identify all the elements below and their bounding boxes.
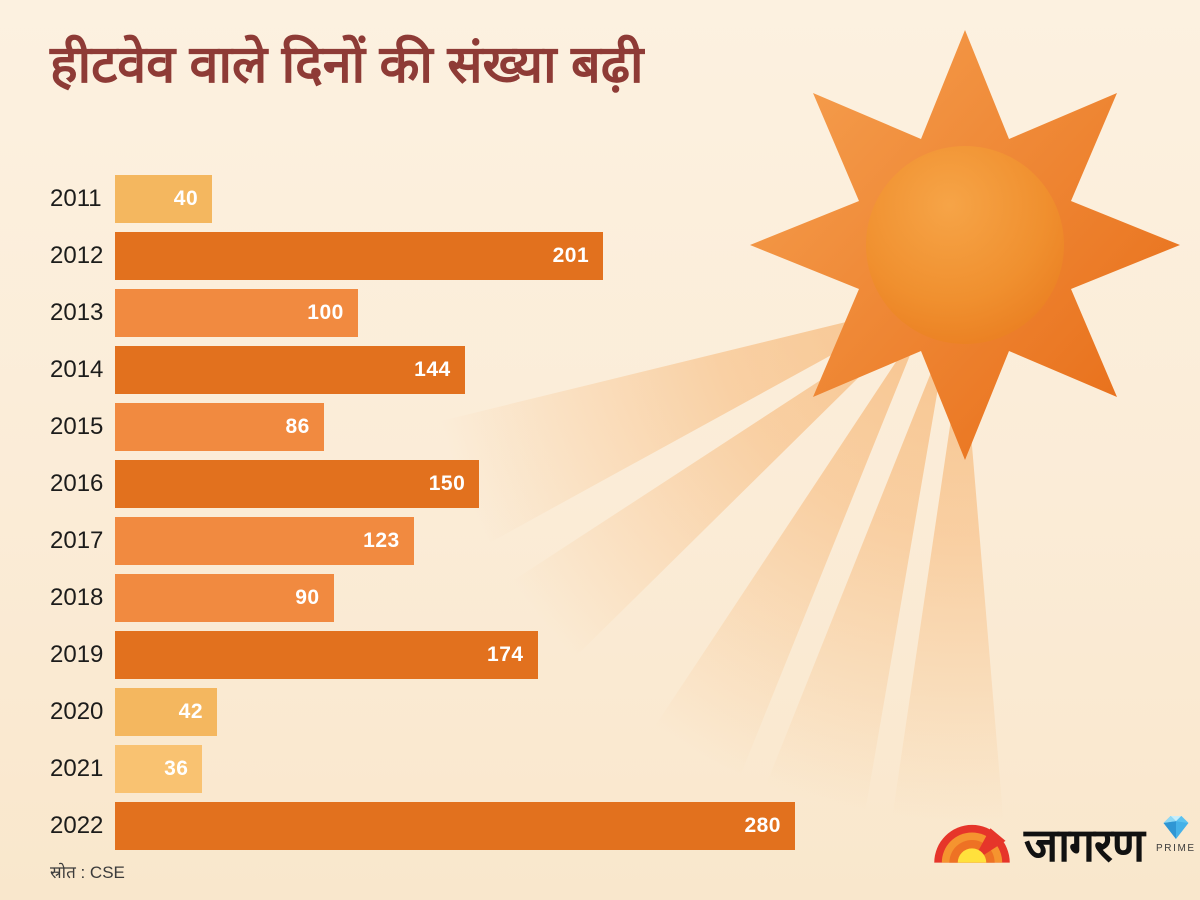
bar-value-label: 86: [285, 415, 310, 438]
sun-core-icon: [866, 146, 1064, 344]
year-label: 2019: [50, 641, 104, 668]
prime-badge: PRIME: [1156, 814, 1196, 854]
chart-row: 2019 174: [50, 631, 795, 679]
bar-value-label: 36: [164, 757, 189, 780]
page-title: हीटवेव वाले दिनों की संख्या बढ़ी: [50, 36, 644, 94]
bar-value-label: 144: [414, 358, 451, 381]
bar: 144: [115, 346, 465, 394]
year-label: 2015: [50, 413, 104, 440]
year-label: 2020: [50, 698, 104, 725]
bar-track: 174: [115, 631, 795, 679]
bar-chart: 2011 40 2012 201 2013 100 2014 144: [50, 175, 795, 850]
bar-value-label: 201: [552, 244, 590, 267]
bar-value-label: 40: [173, 187, 199, 210]
bar: 36: [115, 745, 203, 793]
bar-track: 144: [115, 346, 795, 394]
jagran-wordmark: जागरण: [1024, 818, 1145, 871]
year-label: 2016: [50, 470, 104, 497]
chart-row: 2011 40: [50, 175, 795, 223]
bar-value-label: 123: [363, 529, 400, 552]
bar-track: 90: [115, 574, 795, 622]
chart-row: 2018 90: [50, 574, 795, 622]
bar-track: 40: [115, 175, 795, 223]
chart-row: 2021 36: [50, 745, 795, 793]
chart-row: 2012 201: [50, 232, 795, 280]
prime-diamond-icon: [1163, 815, 1189, 840]
year-label: 2013: [50, 299, 104, 326]
bar-track: 123: [115, 517, 795, 565]
bar-track: 150: [115, 460, 795, 508]
prime-label: PRIME: [1156, 843, 1196, 854]
bar: 42: [115, 688, 217, 736]
bar: 201: [115, 232, 604, 280]
year-label: 2018: [50, 584, 104, 611]
sun-star-icon: [750, 30, 1180, 460]
bar: 100: [115, 289, 358, 337]
bar-track: 201: [115, 232, 795, 280]
bar: 174: [115, 631, 538, 679]
chart-row: 2015 86: [50, 403, 795, 451]
year-label: 2021: [50, 755, 104, 782]
chart-row: 2020 42: [50, 688, 795, 736]
chart-row: 2017 123: [50, 517, 795, 565]
bar-track: 36: [115, 745, 795, 793]
bar-track: 100: [115, 289, 795, 337]
bar-value-label: 100: [307, 301, 344, 324]
year-label: 2022: [50, 812, 104, 839]
year-label: 2017: [50, 527, 104, 554]
chart-row: 2016 150: [50, 460, 795, 508]
bar: 86: [115, 403, 324, 451]
bar: 280: [115, 802, 795, 850]
bar-track: 86: [115, 403, 795, 451]
year-label: 2011: [50, 185, 102, 212]
bar-track: 280: [115, 802, 795, 850]
bar-value-label: 90: [295, 586, 320, 609]
bar: 123: [115, 517, 414, 565]
jagran-sun-logo-icon: [934, 824, 1010, 863]
chart-row: 2014 144: [50, 346, 795, 394]
brand-logo: जागरण PRIME: [930, 804, 1196, 871]
year-label: 2014: [50, 356, 104, 383]
bar-value-label: 42: [178, 700, 203, 723]
bar-track: 42: [115, 688, 795, 736]
chart-row: 2022 280: [50, 802, 795, 850]
year-label: 2012: [50, 242, 104, 269]
chart-row: 2013 100: [50, 289, 795, 337]
bar: 150: [115, 460, 480, 508]
bar: 90: [115, 574, 334, 622]
bar-value-label: 280: [744, 814, 781, 837]
bar: 40: [115, 175, 213, 223]
bar-value-label: 174: [487, 643, 524, 666]
bar-value-label: 150: [428, 472, 466, 495]
source-note: स्रोत : CSE: [50, 863, 125, 882]
